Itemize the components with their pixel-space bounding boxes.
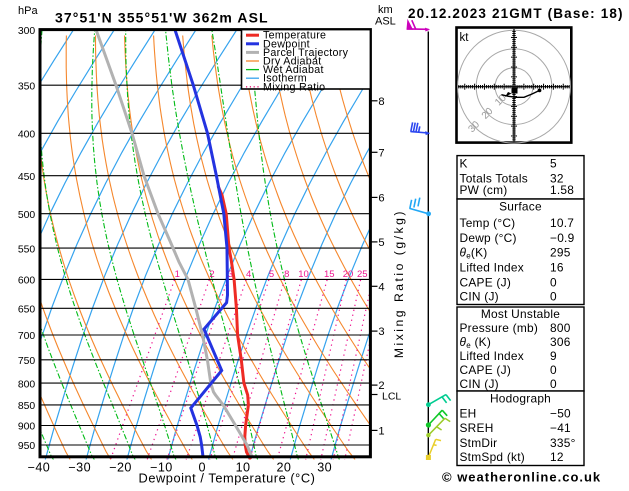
svg-text:Dewpoint / Temperature (°C): Dewpoint / Temperature (°C) (139, 471, 316, 486)
svg-text:1: 1 (378, 426, 384, 438)
svg-text:5: 5 (378, 237, 384, 249)
svg-text:4: 4 (378, 281, 384, 293)
svg-text:EH: EH (460, 406, 477, 420)
svg-text:Lifted Index: Lifted Index (460, 349, 524, 363)
svg-text:650: 650 (18, 305, 36, 316)
svg-text:300: 300 (18, 26, 36, 37)
svg-text:30: 30 (317, 460, 332, 474)
svg-text:Dewp (°C): Dewp (°C) (460, 231, 517, 245)
svg-text:750: 750 (18, 356, 36, 367)
svg-text:CAPE (J): CAPE (J) (460, 275, 512, 289)
svg-text:550: 550 (18, 244, 36, 255)
svg-text:−0.9: −0.9 (550, 231, 575, 245)
svg-text:4: 4 (246, 269, 251, 280)
svg-text:8: 8 (284, 269, 289, 280)
svg-text:2: 2 (209, 269, 214, 280)
svg-text:1.58: 1.58 (550, 183, 574, 197)
svg-text:CAPE (J): CAPE (J) (460, 363, 512, 377)
svg-text:PW (cm): PW (cm) (460, 183, 508, 197)
svg-text:km: km (378, 4, 393, 16)
svg-text:700: 700 (18, 331, 36, 342)
svg-text:CIN (J): CIN (J) (460, 290, 499, 304)
svg-text:0: 0 (550, 363, 557, 377)
svg-text:9: 9 (550, 349, 557, 363)
svg-text:850: 850 (18, 401, 36, 412)
svg-text:500: 500 (18, 210, 36, 221)
svg-text:3: 3 (378, 326, 384, 338)
svg-text:25: 25 (357, 269, 368, 280)
svg-text:1: 1 (175, 269, 180, 280)
svg-text:hPa: hPa (18, 5, 38, 17)
svg-text:Mixing Ratio: Mixing Ratio (263, 81, 325, 93)
svg-text:450: 450 (18, 172, 36, 183)
svg-text:StmSpd (kt): StmSpd (kt) (460, 450, 526, 464)
svg-text:kt: kt (460, 32, 470, 44)
svg-text:LCL: LCL (382, 391, 401, 403)
svg-text:ASL: ASL (375, 16, 396, 28)
svg-text:θe(K): θe(K) (460, 246, 488, 261)
svg-text:−20: −20 (109, 460, 132, 474)
svg-text:8: 8 (378, 96, 384, 108)
svg-text:−50: −50 (550, 406, 571, 420)
svg-text:Pressure (mb): Pressure (mb) (460, 321, 539, 335)
svg-text:K: K (460, 157, 468, 171)
svg-text:0: 0 (550, 275, 557, 289)
svg-text:350: 350 (18, 81, 36, 92)
svg-text:10.7: 10.7 (550, 216, 574, 230)
svg-text:20.12.2023 21GMT (Base: 18): 20.12.2023 21GMT (Base: 18) (408, 6, 624, 21)
svg-text:Mixing Ratio (g/kg): Mixing Ratio (g/kg) (392, 209, 406, 358)
svg-text:306: 306 (550, 335, 571, 349)
svg-text:12: 12 (550, 450, 564, 464)
svg-text:Temp (°C): Temp (°C) (460, 216, 516, 230)
svg-text:−40: −40 (28, 460, 51, 474)
svg-text:600: 600 (18, 276, 36, 287)
svg-text:0: 0 (550, 290, 557, 304)
svg-text:400: 400 (18, 130, 36, 141)
svg-text:Most Unstable: Most Unstable (481, 307, 560, 321)
svg-text:15: 15 (324, 269, 335, 280)
svg-text:Surface: Surface (499, 200, 542, 214)
svg-text:SREH: SREH (460, 421, 494, 435)
svg-text:950: 950 (18, 441, 36, 452)
svg-text:CIN (J): CIN (J) (460, 377, 499, 391)
svg-text:StmDir: StmDir (460, 436, 498, 450)
svg-text:Lifted Index: Lifted Index (460, 261, 524, 275)
svg-text:7: 7 (378, 147, 384, 159)
svg-text:−30: −30 (68, 460, 91, 474)
svg-text:295: 295 (550, 246, 571, 260)
svg-text:5: 5 (269, 269, 274, 280)
svg-text:800: 800 (550, 321, 571, 335)
svg-text:© weatheronline.co.uk: © weatheronline.co.uk (442, 470, 601, 485)
svg-text:10: 10 (298, 269, 309, 280)
svg-text:20: 20 (343, 269, 354, 280)
svg-text:Hodograph: Hodograph (490, 392, 551, 406)
svg-text:6: 6 (378, 193, 384, 205)
svg-text:800: 800 (18, 379, 36, 390)
svg-text:0: 0 (550, 377, 557, 391)
svg-text:37°51'N 355°51'W 362m ASL: 37°51'N 355°51'W 362m ASL (55, 10, 269, 26)
svg-text:−41: −41 (550, 421, 571, 435)
svg-text:900: 900 (18, 422, 36, 433)
svg-text:θe (K): θe (K) (460, 335, 492, 350)
svg-text:5: 5 (550, 157, 557, 171)
svg-text:16: 16 (550, 261, 564, 275)
svg-text:335°: 335° (550, 436, 576, 450)
